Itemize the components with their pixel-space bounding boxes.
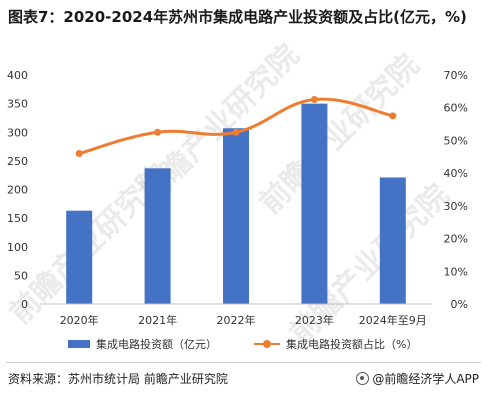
right-tick-label: 40% [444, 167, 468, 180]
left-tick-label: 0 [21, 298, 28, 311]
source-note: 资料来源：苏州市统计局 前瞻产业研究院 [8, 372, 228, 386]
bar [66, 210, 93, 304]
x-axis: 2020年 2021年 2022年 2023年 2024年至9月 [40, 303, 432, 327]
left-tick-label: 350 [7, 98, 28, 111]
legend-item-bar: 集成电路投资额（亿元） [68, 336, 217, 352]
bar [223, 128, 249, 304]
left-tick-label: 100 [7, 241, 28, 254]
legend-item-line: 集成电路投资额占比（%） [254, 336, 417, 352]
x-tick-label: 2024年至9月 [359, 313, 427, 327]
right-tick-label: 30% [444, 200, 468, 213]
left-tick-label: 300 [7, 126, 28, 139]
right-tick-label: 50% [444, 134, 468, 147]
x-tick-label: 2023年 [295, 313, 334, 327]
right-tick-label: 70% [444, 69, 468, 82]
legend-bar-label: 集成电路投资额（亿元） [96, 338, 217, 351]
bar-swatch-icon [68, 340, 90, 348]
legend: 集成电路投资额（亿元） 集成电路投资额占比（%） [0, 336, 487, 356]
right-tick-label: 20% [444, 233, 468, 246]
x-tick-label: 2020年 [60, 313, 99, 327]
left-tick-label: 150 [7, 212, 28, 225]
brand-logo-icon [356, 372, 370, 385]
left-tick-label: 50 [14, 269, 28, 282]
line-swatch-icon [254, 339, 280, 349]
bar-series [66, 103, 406, 304]
footer-divider [6, 362, 481, 363]
line-point [75, 150, 83, 158]
bar [301, 103, 328, 304]
x-tick-label: 2021年 [138, 313, 177, 327]
left-axis: 0 50 100 150 200 250 300 350 400 [7, 69, 28, 311]
left-tick-label: 400 [7, 69, 28, 82]
line-point [154, 128, 162, 136]
right-axis: 0% 10% 20% 30% 40% 50% 60% 70% [444, 69, 468, 311]
brand-label: @前瞻经济学人APP [372, 372, 479, 386]
legend-line-label: 集成电路投资额占比（%） [286, 338, 418, 351]
x-tick-label: 2022年 [217, 313, 256, 327]
brand-credit: @前瞻经济学人APP [356, 370, 479, 387]
line-point [310, 96, 318, 104]
right-tick-label: 60% [444, 102, 468, 115]
left-tick-label: 250 [7, 155, 28, 168]
bar [144, 168, 171, 304]
line-series [75, 96, 397, 158]
line-point [389, 112, 397, 120]
chart-title: 图表7：2020-2024年苏州市集成电路产业投资额及占比(亿元，%) [8, 8, 467, 26]
chart-area: 0 50 100 150 200 250 300 350 400 0% 10% 20% 30% 40% 5… [7, 69, 468, 327]
right-tick-label: 10% [444, 265, 468, 278]
left-tick-label: 200 [7, 184, 28, 197]
right-tick-label: 0% [451, 298, 468, 311]
line-point [232, 128, 240, 136]
bar [379, 177, 406, 304]
